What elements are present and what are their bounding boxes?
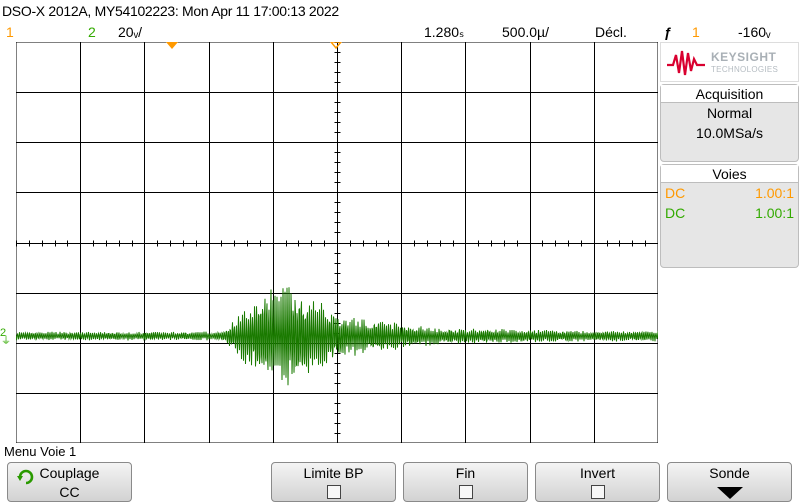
brand-name: KEYSIGHT — [711, 50, 777, 64]
coupling-value: CC — [59, 484, 80, 500]
waveform-graticule — [16, 42, 658, 443]
trigger-position-marker[interactable] — [166, 42, 180, 50]
channel-1-row: DC 1.00:1 — [661, 183, 798, 203]
acquisition-box[interactable]: Acquisition Normal 10.0MSa/s — [660, 84, 799, 162]
info-panel: KEYSIGHT TECHNOLOGIES Acquisition Normal… — [660, 42, 800, 268]
invert-softkey[interactable]: Invert — [535, 462, 660, 502]
acquisition-title: Acquisition — [661, 85, 798, 103]
fine-softkey[interactable]: Fin — [403, 462, 528, 502]
channel-2-indicator[interactable]: 2 — [88, 24, 96, 40]
probe-label: Sonde — [709, 465, 750, 481]
bandwidth-limit-checkbox[interactable] — [326, 485, 341, 499]
timebase: 500.0µ/ — [502, 24, 549, 40]
waveform-display[interactable] — [16, 42, 658, 443]
trigger-label: Décl. — [595, 24, 627, 40]
bandwidth-limit-label: Limite BP — [303, 465, 364, 481]
keysight-wave-icon — [667, 50, 705, 76]
time-reference: 1.280ₛ — [424, 24, 465, 40]
brand-subtitle: TECHNOLOGIES — [711, 65, 779, 74]
channels-box[interactable]: Voies DC 1.00:1 DC 1.00:1 — [660, 164, 799, 268]
submenu-arrow-icon — [716, 487, 743, 499]
channel-2-trace — [16, 287, 658, 386]
keysight-logo: KEYSIGHT TECHNOLOGIES — [660, 42, 799, 82]
channel-2-ground-marker[interactable]: 2 — [0, 327, 7, 339]
channels-title: Voies — [661, 165, 798, 183]
coupling-softkey[interactable]: Couplage CC — [7, 462, 132, 502]
fine-label: Fin — [455, 465, 476, 481]
invert-label: Invert — [579, 465, 615, 481]
channel-2-row: DC 1.00:1 — [661, 203, 798, 223]
trigger-source: 1 — [692, 24, 700, 40]
time-reference-marker[interactable] — [330, 42, 344, 50]
acquisition-mode: Normal — [706, 105, 753, 121]
invert-checkbox[interactable] — [590, 485, 605, 499]
window-title: DSO-X 2012A, MY54102223: Mon Apr 11 17:0… — [2, 3, 339, 19]
channel-2-coupling: DC — [665, 205, 686, 221]
status-bar: 1 2 20ᵥ/ 1.280ₛ 500.0µ/ Décl. ƒ 1 -160ᵥ — [0, 22, 800, 42]
channel-2-probe: 1.00:1 — [755, 205, 794, 221]
ground-icon: ⏚ — [1, 336, 11, 347]
fine-checkbox[interactable] — [458, 485, 473, 499]
trigger-level: -160ᵥ — [738, 24, 771, 40]
rotate-knob-icon — [17, 469, 34, 485]
sample-rate: 10.0MSa/s — [696, 125, 763, 141]
channel-2-scale: 20ᵥ/ — [118, 24, 142, 40]
probe-softkey[interactable]: Sonde — [667, 462, 792, 502]
channel-1-probe: 1.00:1 — [755, 185, 794, 201]
menu-title: Menu Voie 1 — [4, 444, 77, 459]
channel-1-coupling: DC — [665, 185, 686, 201]
coupling-label: Couplage — [39, 465, 100, 481]
channel-1-indicator[interactable]: 1 — [6, 24, 14, 40]
trigger-edge-icon: ƒ — [664, 24, 672, 40]
bandwidth-limit-softkey[interactable]: Limite BP — [271, 462, 396, 502]
